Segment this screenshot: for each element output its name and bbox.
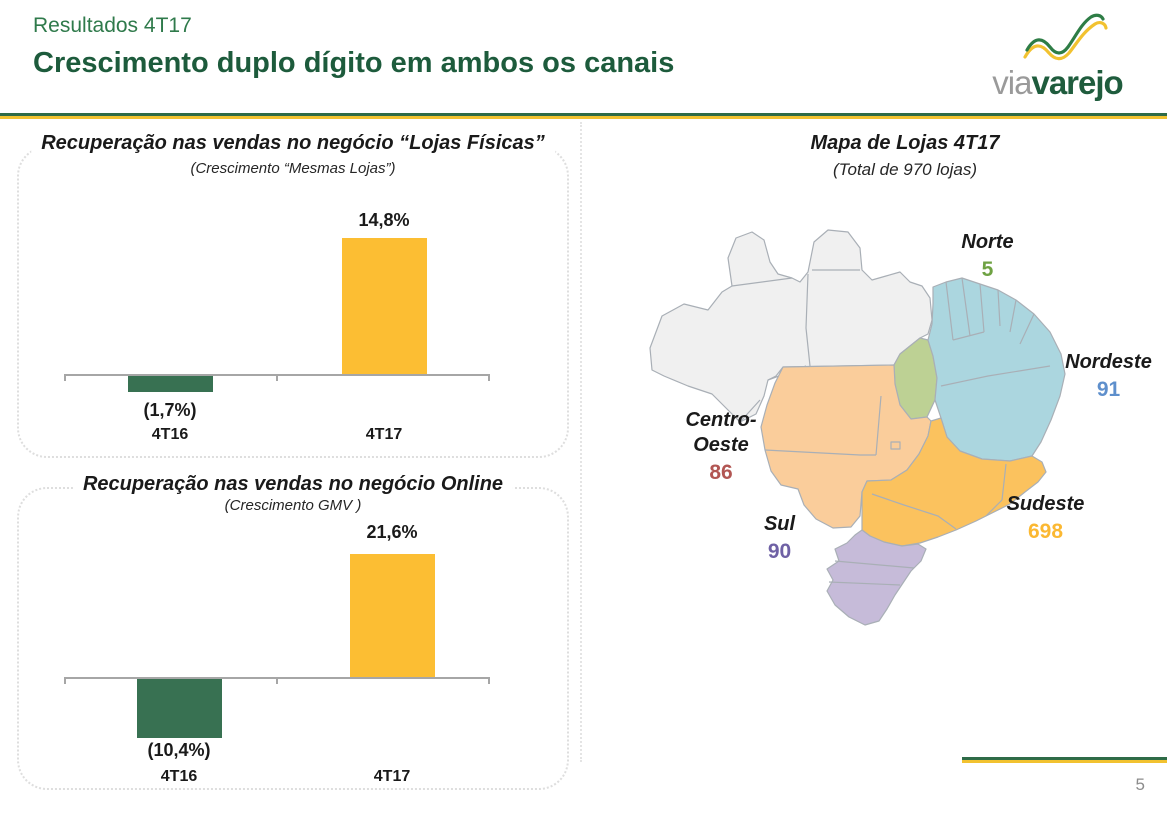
region-store-count: 5: [981, 258, 994, 281]
viavarejo-logo: viavarejo: [975, 10, 1140, 105]
chart-card-lojas-fisicas: Recuperação nas vendas no negócio “Lojas…: [17, 132, 569, 458]
map-state-borders-norte: [731, 269, 860, 423]
bar-4t16-negative: [137, 679, 222, 738]
logo-wave-icon: [1023, 13, 1108, 61]
region-store-count: 86: [709, 461, 733, 484]
bar-value-label: 14,8%: [358, 210, 410, 230]
bar-4t17-positive: [342, 238, 427, 374]
map-region-nordeste: [927, 277, 1066, 462]
brazil-map: [649, 229, 1066, 626]
header-divider-green: [0, 113, 1167, 116]
chart-title-lojas-fisicas: Recuperação nas vendas no negócio “Lojas…: [31, 132, 555, 155]
map-label-nordeste: Nordeste 91: [1050, 350, 1167, 402]
chart-subtitle-lojas-fisicas: (Crescimento “Mesmas Lojas”): [190, 160, 396, 177]
map-region-norte: [649, 229, 933, 423]
axis-tick: [488, 677, 490, 684]
header-divider-yellow: [0, 116, 1167, 119]
logo-varejo: varejo: [1031, 64, 1123, 101]
chart-subtitle-online: (Crescimento GMV ): [224, 497, 362, 514]
axis-tick: [276, 677, 278, 684]
region-name: Sudeste: [1006, 493, 1085, 515]
map-region-centro-oeste: [760, 364, 932, 529]
region-name: Nordeste: [1065, 351, 1152, 373]
map-label-sul: Sul 90: [742, 512, 817, 564]
region-store-count: 698: [1027, 520, 1064, 543]
axis-tick: [276, 374, 278, 381]
axis-tick: [64, 677, 66, 684]
bar-4t17-positive: [350, 554, 435, 677]
map-state-borders-nordeste: [940, 277, 1051, 387]
map-state-borders-sudeste: [871, 463, 1007, 530]
region-name: Norte: [961, 231, 1014, 253]
bar-value-label: (1,7%): [143, 400, 197, 420]
footer-divider: [962, 757, 1167, 763]
region-name: Sul: [763, 513, 796, 535]
slide-kicker: Resultados 4T17: [33, 14, 192, 37]
map-region-sul: [826, 529, 927, 626]
bar-value-label: 21,6%: [366, 522, 418, 542]
map-subtitle: (Total de 970 lojas): [833, 160, 977, 179]
axis-tick: [488, 374, 490, 381]
chart-title-online: Recuperação nas vendas no negócio Online: [72, 473, 514, 496]
region-name: Centro-Oeste: [685, 409, 757, 456]
region-store-count: 90: [767, 540, 792, 563]
footer-divider-green: [962, 757, 1167, 760]
map-state-borders-centro-oeste: [764, 395, 901, 456]
category-label-4t17: 4T17: [365, 426, 403, 443]
header-divider: [0, 113, 1167, 119]
map-label-centro-oeste: Centro-Oeste 86: [676, 408, 766, 485]
axis-tick: [64, 374, 66, 381]
bar-4t16-negative: [128, 376, 213, 392]
page-number: 5: [1135, 775, 1145, 794]
chart-card-online: Recuperação nas vendas no negócio Online…: [17, 473, 569, 790]
bar-chart-lojas-fisicas: 14,8% (1,7%) 4T16 4T17: [19, 148, 567, 456]
map-label-norte: Norte 5: [925, 230, 1050, 282]
map-region-sudeste: [861, 417, 1047, 547]
region-store-count: 91: [1096, 378, 1121, 401]
logo-wordmark: viavarejo: [975, 64, 1140, 102]
logo-via: via: [992, 64, 1032, 101]
category-label-4t16: 4T16: [160, 768, 198, 785]
bar-value-label: (10,4%): [147, 740, 211, 760]
vertical-divider: [580, 122, 582, 762]
footer-divider-yellow: [962, 760, 1167, 763]
page-title: Crescimento duplo dígito em ambos os can…: [33, 47, 675, 79]
category-label-4t17: 4T17: [373, 768, 411, 785]
bar-chart-online: 21,6% (10,4%) 4T16 4T17: [19, 489, 567, 788]
map-state-borders-sul: [828, 560, 915, 586]
map-label-sudeste: Sudeste 698: [993, 492, 1098, 544]
map-title: Mapa de Lojas 4T17: [810, 132, 1000, 154]
category-label-4t16: 4T16: [151, 426, 189, 443]
